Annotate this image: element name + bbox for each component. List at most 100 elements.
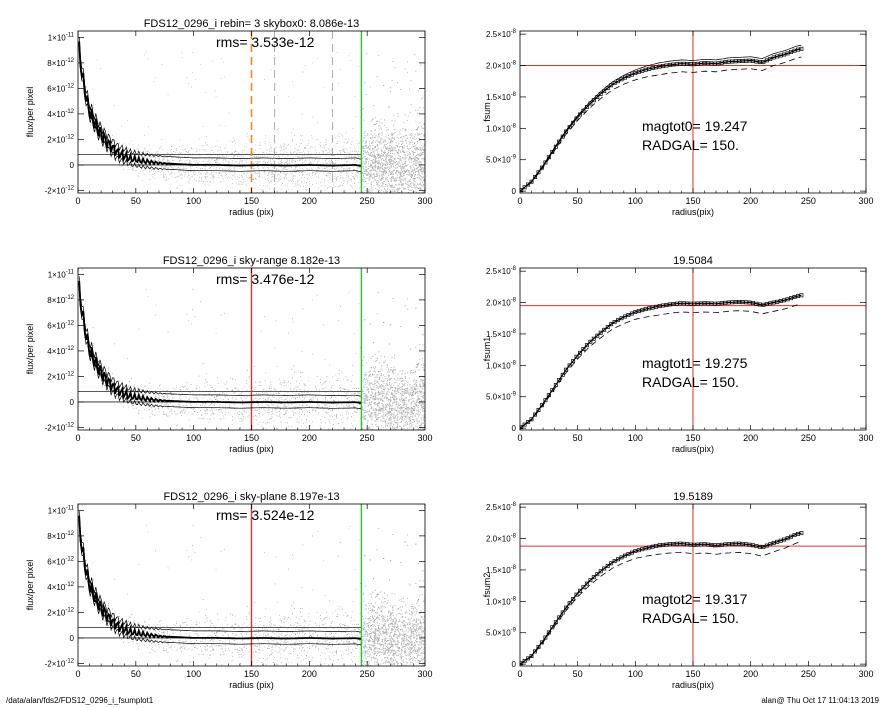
- scatter-point: [417, 109, 419, 111]
- scatter-point: [402, 163, 403, 165]
- scatter-point: [234, 176, 236, 178]
- scatter-point: [362, 153, 364, 155]
- scatter-point: [304, 181, 306, 183]
- scatter-point: [358, 143, 360, 144]
- scatter-point: [270, 153, 272, 154]
- scatter-point: [375, 169, 377, 171]
- scatter-point: [388, 159, 390, 161]
- scatter-point: [412, 182, 414, 184]
- scatter-point: [229, 169, 230, 171]
- scatter-point: [203, 165, 204, 167]
- scatter-point: [353, 156, 355, 157]
- scatter-point: [354, 179, 355, 180]
- scatter-point: [410, 80, 412, 82]
- scatter-point: [362, 140, 364, 142]
- scatter-point: [396, 432, 397, 433]
- scatter-point: [389, 426, 391, 428]
- scatter-point: [332, 177, 334, 179]
- scatter-point: [410, 173, 412, 175]
- scatter-point: [268, 169, 270, 171]
- scatter-point: [415, 160, 417, 162]
- scatter-point: [338, 171, 339, 172]
- scatter-point: [403, 180, 405, 182]
- scatter-point: [298, 389, 300, 390]
- scatter-point: [100, 134, 101, 135]
- scatter-point: [311, 397, 313, 399]
- scatter-point: [348, 159, 350, 161]
- scatter-point: [312, 397, 314, 399]
- scatter-point: [127, 151, 129, 153]
- scatter-point: [291, 161, 292, 162]
- scatter-point: [410, 104, 412, 106]
- scatter-point: [292, 140, 293, 142]
- scatter-point: [292, 161, 293, 163]
- scatter-point: [403, 121, 405, 123]
- scatter-point: [376, 76, 378, 78]
- scatter-point: [370, 188, 372, 190]
- scatter-point: [274, 171, 276, 173]
- scatter-point: [379, 169, 381, 171]
- scatter-point: [326, 143, 328, 145]
- scatter-point: [191, 148, 192, 149]
- scatter-point: [423, 411, 425, 413]
- scatter-point: [396, 201, 397, 202]
- scatter-point: [372, 156, 374, 158]
- scatter-point: [376, 144, 378, 146]
- scatter-point: [341, 182, 342, 183]
- scatter-point: [143, 151, 144, 152]
- scatter-point: [363, 140, 365, 142]
- scatter-point: [297, 160, 298, 161]
- scatter-point: [344, 154, 346, 156]
- scatter-point: [280, 184, 282, 186]
- scatter-point: [304, 177, 305, 178]
- scatter-point: [135, 167, 137, 168]
- scatter-point: [411, 182, 412, 184]
- scatter-point: [232, 379, 233, 380]
- scatter-point: [295, 167, 297, 169]
- scatter-point: [343, 148, 344, 150]
- scatter-point: [419, 134, 421, 136]
- scatter-point: [292, 84, 294, 86]
- scatter-point: [251, 156, 253, 158]
- scatter-point: [372, 139, 374, 141]
- scatter-point: [255, 185, 257, 187]
- scatter-point: [301, 393, 303, 395]
- scatter-point: [367, 183, 369, 185]
- scatter-point: [420, 148, 421, 150]
- scatter-point: [380, 432, 381, 433]
- scatter-point: [131, 153, 132, 154]
- scatter-point: [305, 147, 307, 149]
- scatter-point: [408, 171, 409, 173]
- scatter-point: [318, 446, 319, 447]
- scatter-point: [388, 138, 390, 140]
- scatter-point: [113, 392, 114, 394]
- scatter-point: [349, 153, 350, 155]
- scatter-point: [234, 169, 236, 171]
- scatter-point: [296, 143, 297, 145]
- scatter-point: [373, 414, 375, 416]
- scatter-point: [393, 186, 395, 188]
- scatter-point: [399, 176, 401, 178]
- scatter-point: [166, 157, 168, 158]
- scatter-point: [125, 148, 127, 150]
- scatter-point: [390, 161, 392, 163]
- scatter-point: [144, 156, 146, 158]
- scatter-point: [256, 161, 258, 162]
- scatter-point: [220, 174, 222, 176]
- scatter-point: [219, 167, 221, 168]
- scatter-point: [170, 150, 172, 152]
- scatter-point: [383, 153, 385, 154]
- x-tick-label: 300: [417, 196, 432, 206]
- scatter-point: [151, 169, 152, 171]
- scatter-point: [264, 166, 265, 167]
- scatter-point: [202, 160, 204, 162]
- scatter-point: [404, 188, 406, 190]
- scatter-point: [408, 188, 409, 190]
- scatter-point: [421, 148, 423, 150]
- scatter-point: [205, 176, 207, 177]
- scatter-point: [306, 182, 307, 184]
- scatter-point: [262, 161, 264, 162]
- scatter-point: [337, 153, 339, 155]
- scatter-point: [384, 125, 386, 126]
- scatter-point: [374, 146, 375, 148]
